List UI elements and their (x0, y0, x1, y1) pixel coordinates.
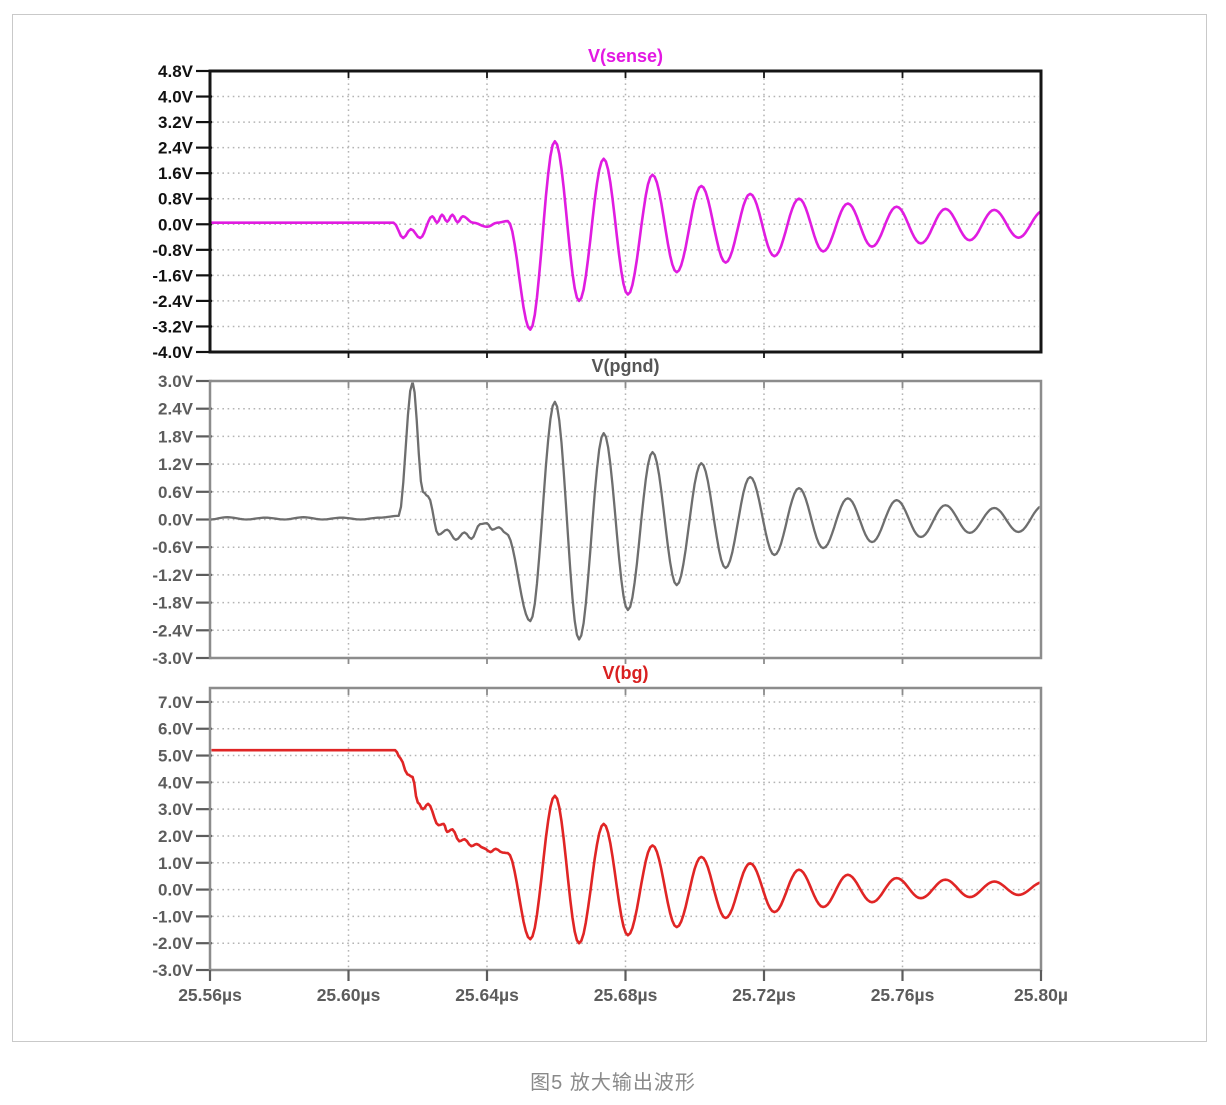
y-tick-label: 5.0V (158, 747, 194, 766)
trace-sense (211, 140, 1040, 331)
y-tick-label: 6.0V (158, 720, 194, 739)
y-tick-label: 0.8V (158, 190, 194, 209)
y-tick-label: 7.0V (158, 693, 194, 712)
y-tick-label: -4.0V (152, 343, 193, 362)
y-tick-label: 1.6V (158, 164, 194, 183)
panel-border (208, 686, 1043, 972)
panel-sense: 4.8V 4.0V 3.2V 2.4V 1.6V 0.8V 0.0V -0.8V -1.6V -2… (152, 46, 1043, 362)
y-tick-label: 0.0V (158, 215, 194, 234)
y-tick-label: 1.0V (158, 854, 194, 873)
x-tick-label: 25.56µs (178, 985, 242, 1005)
y-tick-label: 1.2V (158, 455, 194, 474)
y-tick-label: 4.0V (158, 88, 194, 107)
y-tick-label: -2.4V (152, 292, 193, 311)
panel-border (208, 379, 1043, 660)
y-tick-label: -3.0V (152, 649, 193, 668)
panel-title-pgnd: V(pgnd) (592, 356, 660, 376)
panel-border (208, 69, 1043, 354)
figure-caption: 图5 放大输出波形 (530, 1072, 696, 1094)
y-tick-label: -1.6V (152, 266, 193, 285)
y-tick-label: 2.4V (158, 139, 194, 158)
y-tick-label: 0.0V (158, 881, 194, 900)
x-tick-label: 25.64µs (455, 985, 519, 1005)
y-tick-label: 2.0V (158, 827, 194, 846)
y-tick-label: 0.0V (158, 511, 194, 530)
y-tick-label: 2.4V (158, 400, 194, 419)
y-tick-label: 0.6V (158, 483, 194, 502)
y-tick-label: -2.0V (152, 934, 193, 953)
y-tick-label: -3.0V (152, 961, 193, 980)
x-tick-label: 25.68µs (594, 985, 658, 1005)
panel-pgnd: 3.0V 2.4V 1.8V 1.2V 0.6V 0.0V -0.6V -1.2V -1.8V -… (152, 356, 1043, 668)
y-tick-label: 4.8V (158, 62, 194, 81)
y-tick-label: 1.8V (158, 427, 194, 446)
trace-pgnd (211, 382, 1040, 641)
x-tick-label: 25.76µs (871, 985, 935, 1005)
y-tick-label: 4.0V (158, 773, 194, 792)
panel-bg: 7.0V 6.0V 5.0V 4.0V 3.0V 2.0V 1.0V 0.0V -1.0V -2.… (152, 663, 1043, 980)
y-tick-label: -1.2V (152, 566, 193, 585)
y-tick-label: -1.0V (152, 907, 193, 926)
trace-bg (211, 748, 1040, 945)
x-tick-label: 25.80µ (1014, 985, 1068, 1005)
y-tick-label: -0.8V (152, 241, 193, 260)
y-tick-label: -3.2V (152, 317, 193, 336)
panel-title-bg: V(bg) (603, 663, 649, 683)
y-tick-label: -1.8V (152, 594, 193, 613)
x-tick-label: 25.60µs (317, 985, 381, 1005)
y-tick-label: -2.4V (152, 621, 193, 640)
y-tick-label: 3.0V (158, 800, 194, 819)
y-tick-label: 3.0V (158, 372, 194, 391)
y-tick-label: -0.6V (152, 538, 193, 557)
x-tick-label: 25.72µs (732, 985, 796, 1005)
y-tick-label: 3.2V (158, 113, 194, 132)
panel-title-sense: V(sense) (588, 46, 663, 66)
